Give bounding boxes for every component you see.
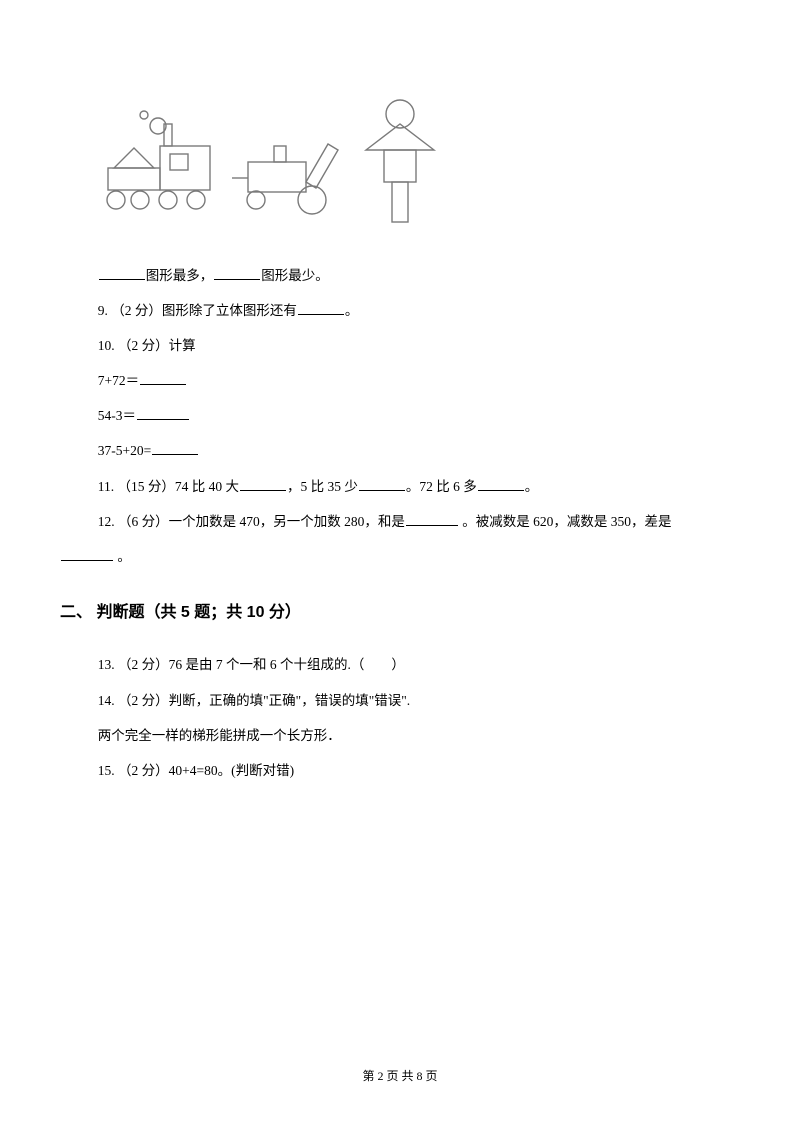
q11-blank1 (240, 477, 286, 491)
q14-line2: 两个完全一样的梯形能拼成一个长方形． (60, 718, 740, 753)
q9-blank (298, 302, 344, 316)
q9-line: 9. （2 分）图形除了立体图形还有。 (60, 293, 740, 328)
q10-blank2 (137, 407, 189, 421)
q12-line: 12. （6 分）一个加数是 470，另一个加数 280，和是 。被减数是 62… (60, 504, 740, 539)
q11-blank2 (359, 477, 405, 491)
q12-line2: 。 (60, 539, 740, 574)
q14-line: 14. （2 分）判断，正确的填"正确"，错误的填"错误". (60, 683, 740, 718)
q11-blank3 (478, 477, 524, 491)
q10-calc2: 54-3＝ (60, 398, 740, 433)
q8-blank1 (99, 267, 145, 281)
shapes-illustration (100, 90, 740, 238)
q10-blank1 (140, 372, 186, 386)
q12-blank1 (406, 512, 458, 526)
q8-blank2 (214, 267, 260, 281)
q10-blank3 (152, 442, 198, 456)
q10-calc1: 7+72＝ (60, 363, 740, 398)
q10-calc3: 37-5+20= (60, 433, 740, 468)
q10-header: 10. （2 分）计算 (60, 328, 740, 363)
page-footer: 第 2 页 共 8 页 (0, 1067, 800, 1084)
q12-blank2 (61, 547, 113, 561)
q13-line: 13. （2 分）76 是由 7 个一和 6 个十组成的.（ ） (60, 647, 740, 682)
q8-line: 图形最多，图形最少。 (60, 258, 740, 293)
q15-line: 15. （2 分）40+4=80。(判断对错) (60, 753, 740, 788)
section2-header: 二、 判断题（共 5 题；共 10 分） (60, 592, 740, 634)
q11-line: 11. （15 分）74 比 40 大，5 比 35 少。72 比 6 多。 (60, 469, 740, 504)
